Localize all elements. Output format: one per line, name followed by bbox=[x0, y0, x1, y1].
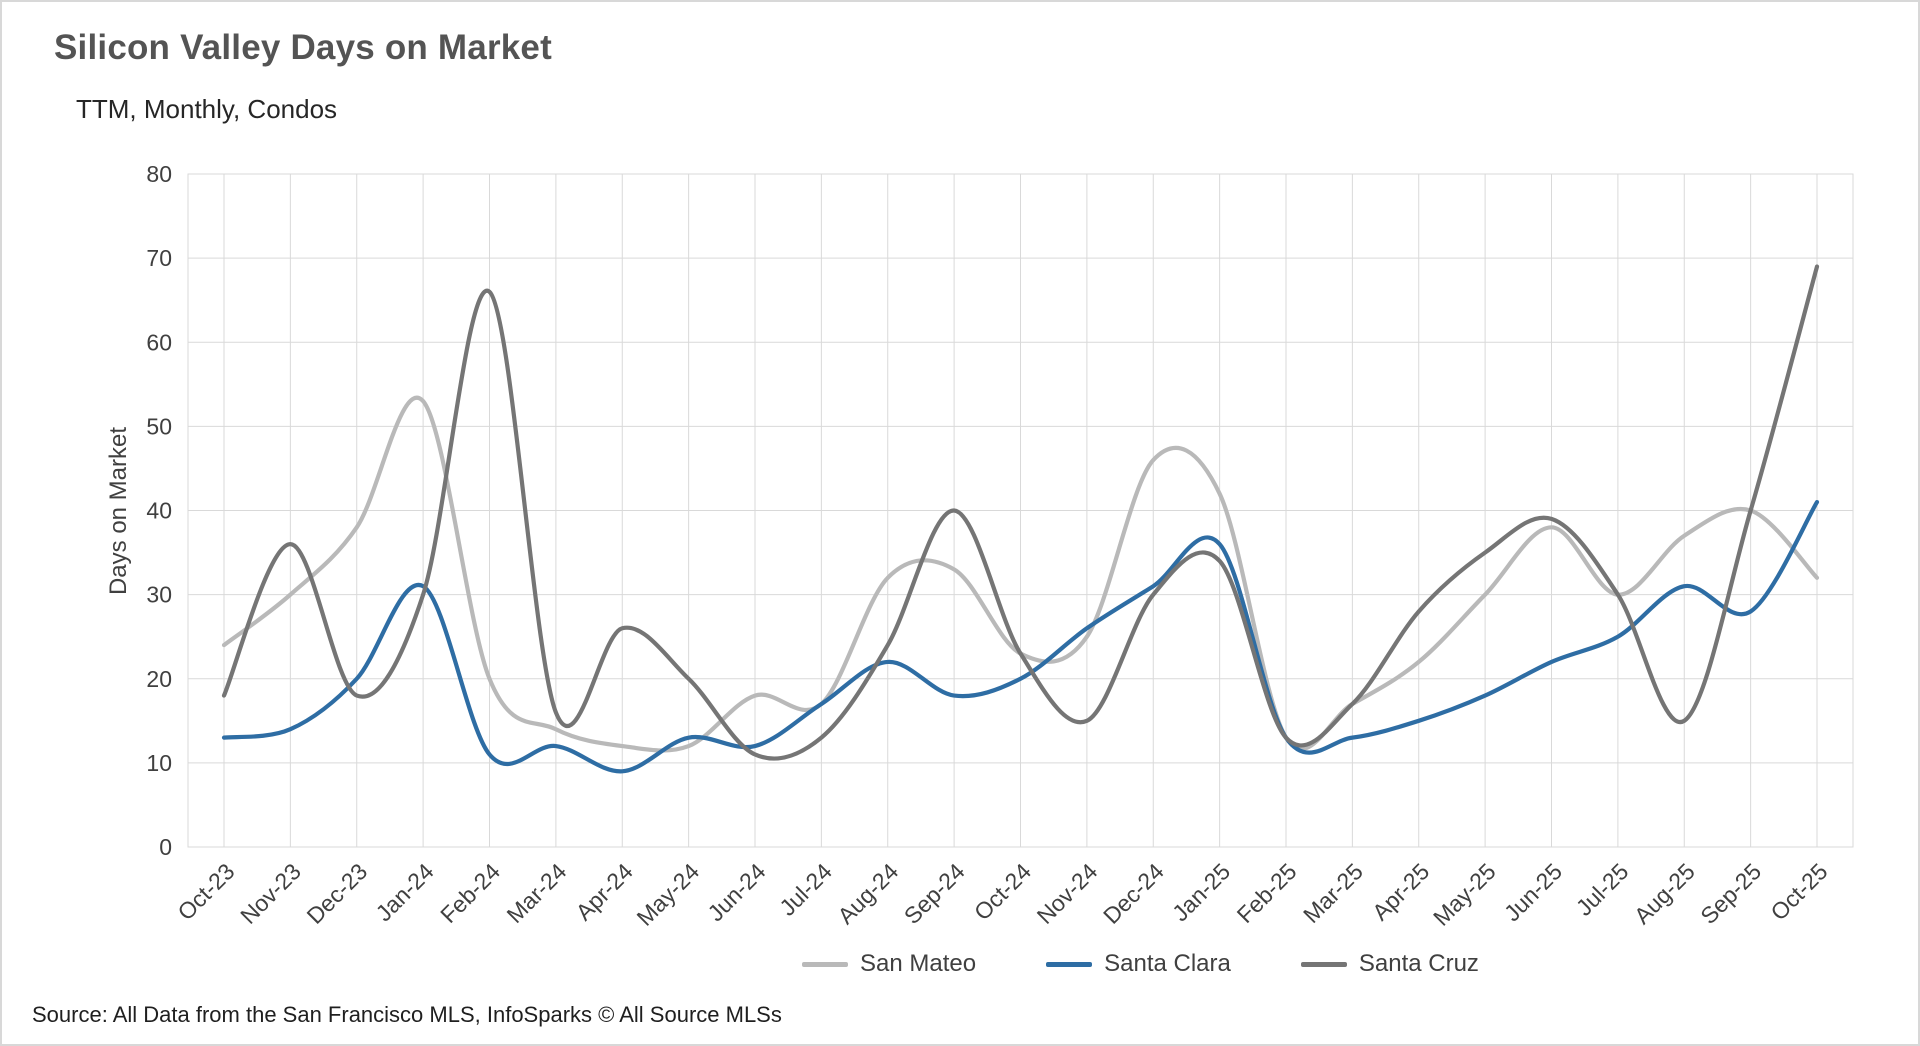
series-line-santa-clara bbox=[221, 499, 1820, 774]
y-tick-label: 50 bbox=[146, 413, 172, 439]
legend-swatch-san-mateo bbox=[802, 961, 849, 967]
gridlines bbox=[188, 173, 1853, 848]
x-tick-label: Dec-24 bbox=[1098, 858, 1169, 929]
y-tick-label: 30 bbox=[146, 582, 172, 608]
y-tick-label: 0 bbox=[159, 834, 172, 860]
y-tick-label: 80 bbox=[146, 161, 172, 187]
x-tick-label: Jul-25 bbox=[1571, 858, 1634, 921]
chart-legend: San Mateo Santa Clara Santa Cruz bbox=[308, 950, 1918, 978]
x-tick-label: Oct-25 bbox=[1765, 858, 1832, 925]
x-tick-label: Feb-25 bbox=[1232, 858, 1302, 928]
legend-item-san-mateo: San Mateo bbox=[802, 950, 976, 978]
x-tick-label: Jun-25 bbox=[1499, 858, 1567, 926]
x-tick-label: Nov-23 bbox=[235, 858, 306, 929]
series-line-santa-cruz bbox=[221, 264, 1820, 761]
x-tick-label: Jul-24 bbox=[774, 858, 837, 921]
x-tick-label: Jan-25 bbox=[1167, 858, 1235, 926]
x-tick-label: Apr-24 bbox=[571, 858, 638, 925]
x-tick-label: Jan-24 bbox=[371, 858, 439, 926]
legend-swatch-santa-cruz bbox=[1300, 961, 1347, 967]
y-tick-label: 20 bbox=[146, 666, 172, 692]
x-tick-label: May-25 bbox=[1428, 858, 1501, 931]
chart-title: Silicon Valley Days on Market bbox=[54, 28, 552, 67]
x-tick-label: Aug-25 bbox=[1629, 858, 1700, 929]
source-note: Source: All Data from the San Francisco … bbox=[32, 1002, 782, 1027]
legend-label-santa-cruz: Santa Cruz bbox=[1358, 950, 1479, 977]
plot-border bbox=[187, 173, 1854, 848]
x-tick-label: Mar-24 bbox=[502, 858, 572, 928]
x-tick-label: Oct-24 bbox=[969, 858, 1036, 925]
x-tick-label: May-24 bbox=[632, 858, 705, 931]
x-tick-label: Sep-25 bbox=[1695, 858, 1766, 929]
legend-item-santa-clara: Santa Clara bbox=[1046, 950, 1231, 978]
x-tick-label: Feb-24 bbox=[435, 858, 505, 928]
x-tick-label: Apr-25 bbox=[1367, 858, 1434, 925]
legend-item-santa-cruz: Santa Cruz bbox=[1300, 950, 1479, 978]
y-tick-label: 40 bbox=[146, 498, 172, 524]
y-tick-label: 60 bbox=[146, 329, 172, 355]
x-tick-label: Mar-25 bbox=[1298, 858, 1368, 928]
y-tick-label: 70 bbox=[146, 245, 172, 271]
legend-label-san-mateo: San Mateo bbox=[860, 950, 977, 977]
x-tick-label: Aug-24 bbox=[832, 858, 903, 929]
legend-swatch-santa-clara bbox=[1046, 961, 1093, 967]
y-axis-labels: 0 10 20 30 40 50 60 70 80 bbox=[146, 161, 172, 860]
x-tick-label: Oct-23 bbox=[172, 858, 239, 925]
x-tick-label: Jun-24 bbox=[702, 858, 770, 926]
x-tick-label: Dec-23 bbox=[301, 858, 372, 929]
y-tick-label: 10 bbox=[146, 750, 172, 776]
x-tick-label: Nov-24 bbox=[1032, 858, 1103, 929]
x-tick-label: Sep-24 bbox=[899, 858, 970, 929]
legend-label-santa-clara: Santa Clara bbox=[1104, 950, 1231, 977]
chart-subtitle: TTM, Monthly, Condos bbox=[76, 94, 338, 124]
